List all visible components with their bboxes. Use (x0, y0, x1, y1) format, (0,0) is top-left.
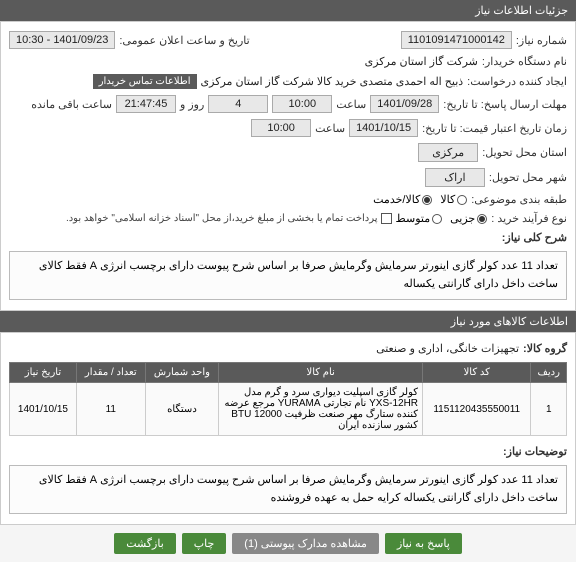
goods-info-header: اطلاعات کالاهای مورد نیاز (0, 311, 576, 332)
time-label-1: ساعت (336, 98, 366, 111)
announce-value: 1401/09/23 - 10:30 (9, 31, 115, 49)
notes-box: تعداد 11 عدد کولر گازی اینورتر سرمایش وگ… (9, 465, 567, 514)
radio-mid[interactable]: متوسط (396, 212, 443, 225)
group-value: تجهیزات خانگی، اداری و صنعتی (376, 342, 519, 355)
summary-box: تعداد 11 عدد کولر گازی اینورتر سرمایش وگ… (9, 251, 567, 300)
col-idx: ردیف (531, 363, 567, 383)
need-info-header: جزئیات اطلاعات نیاز (0, 0, 576, 21)
col-qty: تعداد / مقدار (76, 363, 145, 383)
radio-goods-service[interactable]: کالا/خدمت (373, 193, 432, 206)
radio-mid-label: متوسط (396, 212, 431, 225)
time-label-2: ساعت (315, 122, 345, 135)
announce-label: تاریخ و ساعت اعلان عمومی: (119, 34, 249, 47)
device-label: نام دستگاه خریدار: (482, 55, 567, 68)
deadline-date: 1401/09/28 (370, 95, 439, 113)
city-value: اراک (425, 168, 485, 187)
need-no-label: شماره نیاز: (516, 34, 567, 47)
col-date: تاریخ نیاز (10, 363, 77, 383)
radio-goods[interactable]: کالا (440, 193, 467, 206)
radio-goods-label: کالا (440, 193, 455, 206)
table-row: 1 1151120435550011 کولر گازی اسپلیت دیوا… (10, 383, 567, 436)
creator-label: ایجاد کننده درخواست: (467, 75, 567, 88)
validity-date: 1401/10/15 (349, 119, 418, 137)
radio-part[interactable]: جزیی (450, 212, 487, 225)
radio-part-label: جزیی (450, 212, 475, 225)
province-value: مرکزی (418, 143, 478, 162)
province-label: استان محل تحویل: (482, 146, 567, 159)
payment-radio-group: جزیی متوسط (396, 212, 488, 225)
col-code: کد کالا (423, 363, 531, 383)
validity-label: زمان تاریخ اعتبار قیمت: تا تاریخ: (422, 122, 567, 135)
creator-value: ذبیح اله احمدی متصدی خرید کالا شرکت گاز … (201, 75, 464, 88)
cell-date: 1401/10/15 (10, 383, 77, 436)
checkbox-box (381, 213, 392, 224)
currency-label: طبقه بندی موضوعی: (471, 193, 567, 206)
cell-idx: 1 (531, 383, 567, 436)
validity-time: 10:00 (251, 119, 311, 137)
col-unit: واحد شمارش (145, 363, 219, 383)
radio-dot-mid (432, 214, 442, 224)
remain-time: 21:47:45 (116, 95, 176, 113)
cell-name: کولر گازی اسپلیت دیواری سرد و گرم مدل YX… (219, 383, 423, 436)
deadline-label: مهلت ارسال پاسخ: تا تاریخ: (443, 98, 567, 111)
notes-label: توضیحات نیاز: (503, 445, 567, 458)
need-no-value: 1101091471000142 (401, 31, 512, 49)
attachments-button[interactable]: مشاهده مدارک پیوستی (1) (232, 533, 379, 554)
col-name: نام کالا (219, 363, 423, 383)
goods-panel: گروه کالا: تجهیزات خانگی، اداری و صنعتی … (0, 332, 576, 525)
days-value: 4 (208, 95, 268, 113)
goods-table: ردیف کد کالا نام کالا واحد شمارش تعداد /… (9, 362, 567, 436)
contact-info-bar[interactable]: اطلاعات تماس خریدار (93, 74, 197, 89)
radio-dot-goods-service (422, 195, 432, 205)
cell-code: 1151120435550011 (423, 383, 531, 436)
radio-dot-goods (457, 195, 467, 205)
reply-button[interactable]: پاسخ به نیاز (385, 533, 462, 554)
device-value: شرکت گاز استان مرکزی (365, 55, 478, 68)
radio-goods-service-label: کالا/خدمت (373, 193, 420, 206)
payment-checkbox[interactable]: پرداخت تمام یا بخشی از مبلغ خرید،از محل … (66, 213, 392, 224)
payment-label: نوع فرآیند خرید : (491, 212, 567, 225)
back-button[interactable]: بازگشت (114, 533, 176, 554)
payment-note: پرداخت تمام یا بخشی از مبلغ خرید،از محل … (66, 213, 378, 224)
radio-dot-part (477, 214, 487, 224)
group-label: گروه کالا: (523, 342, 567, 355)
days-label: روز و (180, 98, 204, 111)
cell-qty: 11 (76, 383, 145, 436)
city-label: شهر محل تحویل: (489, 171, 567, 184)
summary-label: شرح کلی نیاز: (502, 231, 567, 244)
currency-radio-group: کالا کالا/خدمت (373, 193, 467, 206)
remain-label: ساعت باقی مانده (31, 98, 112, 111)
print-button[interactable]: چاپ (182, 533, 227, 554)
deadline-time: 10:00 (272, 95, 332, 113)
cell-unit: دستگاه (145, 383, 219, 436)
need-info-panel: شماره نیاز: 1101091471000142 تاریخ و ساع… (0, 21, 576, 311)
